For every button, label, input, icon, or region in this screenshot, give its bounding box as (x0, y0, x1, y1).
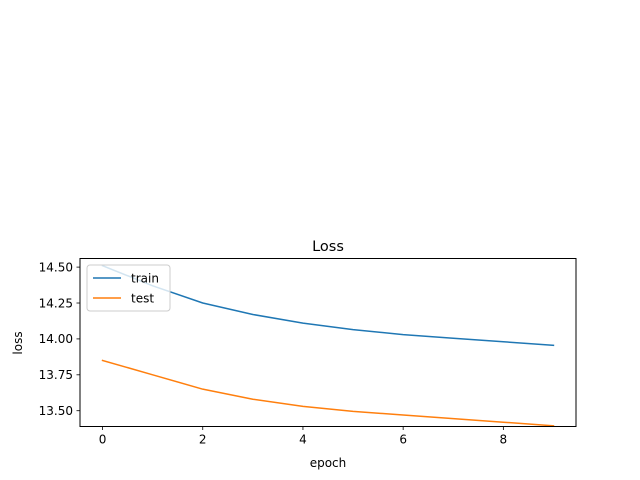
plot-frame (79, 258, 577, 427)
legend-test-label: test (131, 292, 154, 306)
legend-train-label: train (131, 272, 159, 286)
y-axis-ticks: 13.50 13.75 14.00 14.25 14.50 (39, 260, 80, 418)
y-tick-label: 14.00 (39, 332, 73, 346)
x-tick-label: 2 (199, 433, 207, 447)
x-axis-ticks: 0 2 4 6 8 (99, 426, 508, 447)
x-tick-label: 8 (500, 433, 508, 447)
y-tick-label: 14.50 (39, 260, 73, 274)
legend-box (86, 264, 171, 312)
y-tick-label: 14.25 (39, 296, 73, 310)
series-line-test (101, 359, 555, 427)
y-tick-label: 13.75 (39, 368, 73, 382)
x-tick-label: 4 (299, 433, 307, 447)
legend: train test (86, 264, 171, 312)
y-tick-label: 13.50 (39, 404, 73, 418)
x-tick-label: 0 (99, 433, 107, 447)
series-line-train (101, 264, 555, 347)
y-axis-label: loss (11, 331, 25, 354)
x-tick-label: 6 (399, 433, 407, 447)
chart-title: Loss (312, 239, 344, 255)
x-axis-label: epoch (310, 456, 347, 470)
series-lines (101, 264, 555, 427)
